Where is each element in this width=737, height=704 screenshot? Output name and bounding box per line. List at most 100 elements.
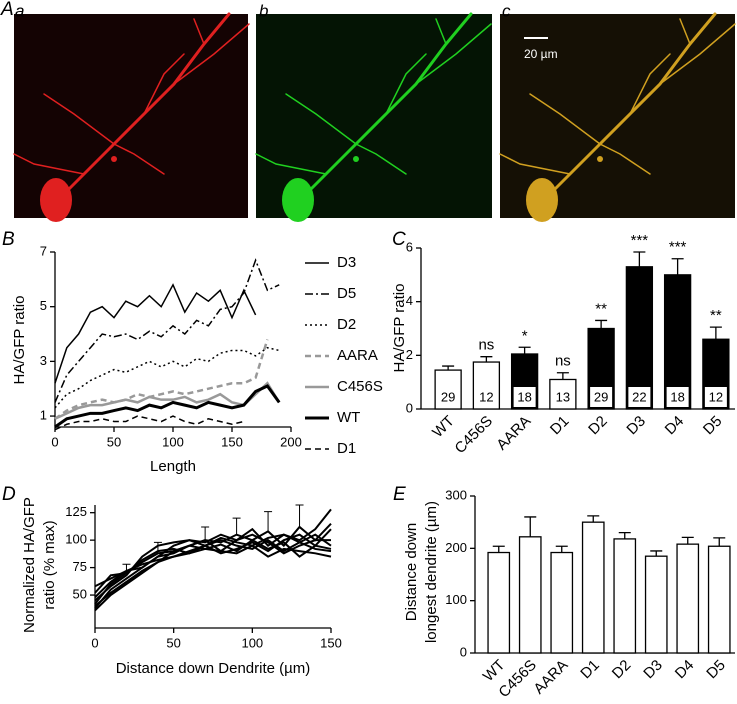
bar — [644, 555, 668, 654]
panel-label: D — [2, 484, 16, 505]
significance: *** — [631, 232, 649, 249]
n-label: 12 — [709, 389, 723, 404]
legend-label: AARA — [337, 347, 378, 364]
n-label: 13 — [556, 389, 570, 404]
n-label: 29 — [441, 389, 455, 404]
n-label: 12 — [479, 389, 493, 404]
x-tick-label: D5 — [700, 413, 726, 439]
n-box — [475, 387, 498, 407]
y-axis-label: HA/GFP ratio — [391, 284, 408, 373]
y-tick-label: 1 — [40, 408, 47, 423]
error-bar — [264, 511, 273, 532]
bar — [676, 543, 700, 654]
x-tick-label: 0 — [91, 635, 98, 650]
n-label: 18 — [517, 389, 531, 404]
y-axis-label: Normalized HA/GFP — [21, 497, 38, 633]
bar — [707, 545, 731, 654]
bar — [625, 266, 654, 410]
x-tick-label: 100 — [162, 434, 184, 449]
x-tick-label: D2 — [609, 657, 635, 683]
error-bar — [201, 526, 210, 541]
y-tick-label: 100 — [65, 532, 87, 547]
y-tick-label: 300 — [445, 487, 467, 502]
error-bar — [492, 545, 505, 553]
x-tick-label: D1 — [577, 657, 603, 683]
x-tick-label: AARA — [493, 413, 534, 454]
y-tick-label: 5 — [40, 298, 47, 313]
panel-label: A — [0, 0, 14, 20]
series-line — [94, 533, 332, 602]
error-bar — [232, 517, 241, 535]
y-axis-label: longest dendrite (µm) — [423, 501, 440, 643]
error-bar — [671, 258, 684, 275]
x-tick-label: D5 — [703, 657, 729, 683]
series-line — [54, 283, 257, 384]
y-axis-label: ratio (% max) — [41, 520, 58, 609]
error-bar — [618, 531, 631, 539]
error-bar — [595, 319, 608, 329]
image-label: b — [259, 1, 268, 20]
x-tick-label: D4 — [672, 657, 698, 683]
x-tick-label: 0 — [51, 434, 58, 449]
y-tick-label: 50 — [73, 586, 87, 601]
bar — [613, 538, 637, 654]
x-tick-label: 150 — [221, 434, 243, 449]
series-line — [54, 258, 280, 403]
error-bar — [518, 346, 531, 354]
error-bar — [709, 326, 722, 340]
n-box — [704, 387, 727, 407]
bar — [550, 551, 574, 654]
n-box — [628, 387, 651, 407]
image-label: c — [502, 1, 511, 20]
n-box — [513, 387, 536, 407]
n-box — [437, 387, 460, 407]
x-tick-label: WT — [429, 413, 458, 442]
bar — [518, 536, 542, 654]
x-tick-label: 50 — [166, 635, 180, 650]
series-line — [54, 384, 281, 429]
series-line — [54, 415, 244, 431]
error-bar — [524, 516, 537, 537]
y-tick-label: 0 — [406, 400, 413, 415]
error-bar — [587, 515, 600, 523]
n-box — [666, 387, 689, 407]
significance: * — [522, 327, 528, 344]
y-tick-label: 7 — [40, 243, 47, 258]
image-label: a — [15, 1, 24, 20]
y-tick-label: 4 — [406, 293, 413, 308]
error-bar — [556, 372, 569, 380]
y-tick-label: 75 — [73, 559, 87, 574]
x-tick-label: D1 — [547, 413, 573, 439]
legend-label: D1 — [337, 440, 356, 457]
x-tick-label: D3 — [623, 413, 649, 439]
bar — [663, 274, 692, 410]
legend-label: WT — [337, 409, 360, 426]
error-bar — [650, 550, 663, 557]
y-axis-label: Distance down — [403, 523, 420, 621]
panel-label: B — [2, 229, 15, 250]
x-axis-label: Distance down Dendrite (µm) — [116, 660, 311, 677]
y-axis-label: HA/GFP ratio — [11, 296, 28, 385]
error-bar — [713, 537, 726, 547]
legend-label: C456S — [337, 378, 383, 395]
x-tick-label: AARA — [530, 657, 571, 698]
legend-label: D5 — [337, 285, 356, 302]
error-bar — [442, 365, 455, 371]
x-tick-label: D4 — [662, 413, 688, 439]
x-axis-label: Length — [150, 458, 196, 475]
y-tick-label: 200 — [445, 540, 467, 555]
error-bar — [555, 545, 568, 553]
series-line — [94, 508, 332, 609]
significance: ns — [478, 337, 494, 354]
bar — [487, 551, 511, 654]
x-tick-label: 200 — [280, 434, 302, 449]
y-tick-label: 2 — [406, 347, 413, 362]
y-tick-label: 125 — [65, 504, 87, 519]
legend-label: D2 — [337, 316, 356, 333]
series-line — [94, 533, 332, 594]
bar — [581, 521, 605, 654]
n-label: 29 — [594, 389, 608, 404]
x-tick-label: C456S — [452, 413, 496, 457]
scale-bar-label: 20 µm — [524, 47, 558, 61]
